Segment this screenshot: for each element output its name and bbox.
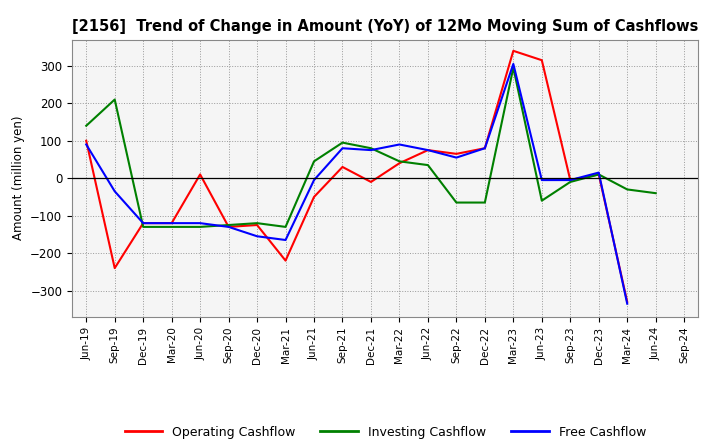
Investing Cashflow	[167, 224, 176, 230]
Free Cashflow	[82, 142, 91, 147]
Free Cashflow	[623, 301, 631, 306]
Free Cashflow	[167, 220, 176, 226]
Operating Cashflow	[310, 194, 318, 200]
Operating Cashflow	[452, 151, 461, 157]
Investing Cashflow	[423, 162, 432, 168]
Operating Cashflow	[82, 138, 91, 143]
Operating Cashflow	[595, 172, 603, 177]
Y-axis label: Amount (million yen): Amount (million yen)	[12, 116, 24, 240]
Free Cashflow	[366, 147, 375, 153]
Free Cashflow	[595, 170, 603, 175]
Free Cashflow	[566, 177, 575, 183]
Operating Cashflow	[196, 172, 204, 177]
Free Cashflow	[537, 177, 546, 183]
Investing Cashflow	[82, 123, 91, 128]
Operating Cashflow	[366, 180, 375, 185]
Operating Cashflow	[139, 220, 148, 226]
Investing Cashflow	[595, 172, 603, 177]
Operating Cashflow	[537, 58, 546, 63]
Investing Cashflow	[225, 222, 233, 227]
Investing Cashflow	[509, 65, 518, 70]
Investing Cashflow	[253, 220, 261, 226]
Free Cashflow	[110, 189, 119, 194]
Operating Cashflow	[110, 265, 119, 271]
Operating Cashflow	[509, 48, 518, 54]
Investing Cashflow	[139, 224, 148, 230]
Free Cashflow	[282, 237, 290, 242]
Legend: Operating Cashflow, Investing Cashflow, Free Cashflow: Operating Cashflow, Investing Cashflow, …	[120, 421, 651, 440]
Investing Cashflow	[338, 140, 347, 145]
Operating Cashflow	[338, 164, 347, 169]
Operating Cashflow	[225, 224, 233, 230]
Free Cashflow	[423, 147, 432, 153]
Operating Cashflow	[566, 177, 575, 183]
Operating Cashflow	[480, 146, 489, 151]
Free Cashflow	[509, 61, 518, 66]
Operating Cashflow	[253, 222, 261, 227]
Investing Cashflow	[196, 224, 204, 230]
Investing Cashflow	[480, 200, 489, 205]
Operating Cashflow	[423, 147, 432, 153]
Investing Cashflow	[395, 159, 404, 164]
Line: Free Cashflow: Free Cashflow	[86, 64, 627, 304]
Investing Cashflow	[652, 191, 660, 196]
Free Cashflow	[480, 146, 489, 151]
Free Cashflow	[196, 220, 204, 226]
Investing Cashflow	[310, 159, 318, 164]
Free Cashflow	[395, 142, 404, 147]
Investing Cashflow	[366, 146, 375, 151]
Line: Operating Cashflow: Operating Cashflow	[86, 51, 627, 302]
Investing Cashflow	[452, 200, 461, 205]
Investing Cashflow	[110, 97, 119, 102]
Investing Cashflow	[623, 187, 631, 192]
Line: Investing Cashflow: Investing Cashflow	[86, 68, 656, 227]
Free Cashflow	[310, 177, 318, 183]
Free Cashflow	[452, 155, 461, 160]
Free Cashflow	[253, 234, 261, 239]
Free Cashflow	[225, 224, 233, 230]
Investing Cashflow	[566, 180, 575, 185]
Free Cashflow	[139, 220, 148, 226]
Investing Cashflow	[282, 224, 290, 230]
Operating Cashflow	[395, 161, 404, 166]
Operating Cashflow	[623, 299, 631, 304]
Investing Cashflow	[537, 198, 546, 203]
Operating Cashflow	[282, 258, 290, 263]
Free Cashflow	[338, 146, 347, 151]
Title: [2156]  Trend of Change in Amount (YoY) of 12Mo Moving Sum of Cashflows: [2156] Trend of Change in Amount (YoY) o…	[72, 19, 698, 34]
Operating Cashflow	[167, 220, 176, 226]
